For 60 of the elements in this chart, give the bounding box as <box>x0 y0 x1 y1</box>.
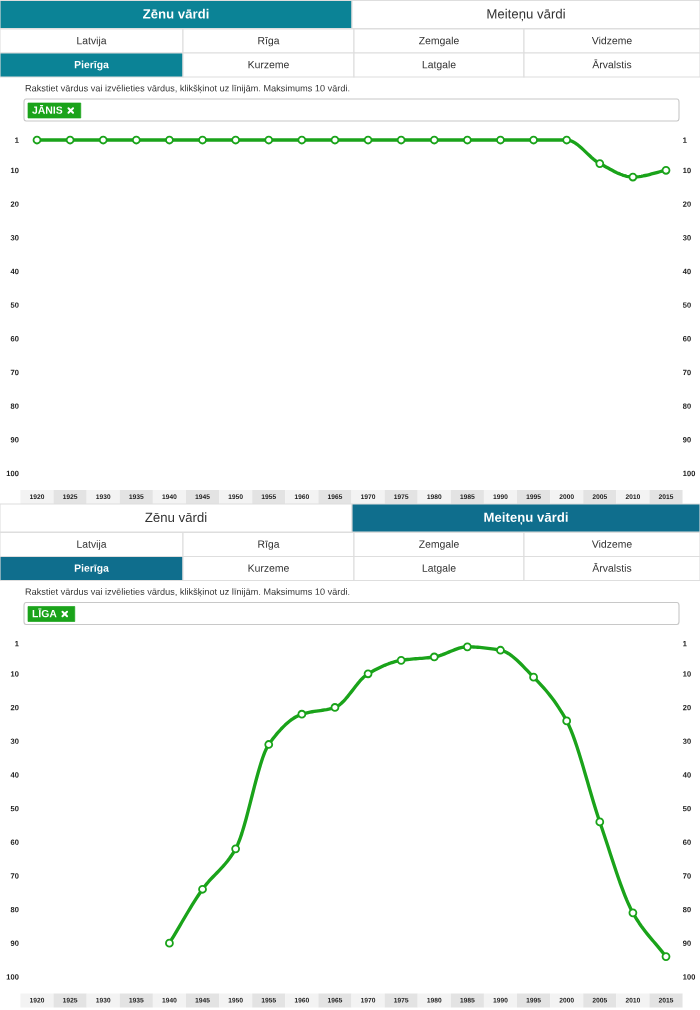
point <box>529 135 538 145</box>
point <box>231 135 241 145</box>
point <box>496 135 505 145</box>
point <box>65 135 75 145</box>
text: Latgale <box>422 564 456 574</box>
point <box>661 165 671 175</box>
text: Zēnu vārdi <box>143 8 209 19</box>
point <box>363 135 373 145</box>
point <box>595 817 605 827</box>
point <box>297 135 307 145</box>
chart-subtitle: Rakstiet vārdus vai izvēlieties vārdus, klikšķinot uz līnijām. Maksimums 10 vārdi. <box>25 588 350 597</box>
point <box>661 952 671 961</box>
text: Zēnu vārdi <box>145 512 207 523</box>
text: Kurzeme <box>248 61 289 69</box>
text: Ārvalstis <box>592 59 632 69</box>
text: Meiteņu vārdi <box>484 512 568 525</box>
chart-subtitle: Rakstiet vārdus vai izvēlieties vārdus, klikšķinot uz līnijām. Maksimums 10 vārdi. <box>25 84 350 94</box>
text: Latvija <box>77 36 107 47</box>
text: Pierīga <box>74 564 109 574</box>
text: Ārvalstis <box>592 563 632 572</box>
point <box>165 938 174 948</box>
point <box>363 669 373 679</box>
text: LĪGA <box>32 608 57 618</box>
point <box>264 740 274 749</box>
point <box>396 135 406 145</box>
point <box>165 135 174 145</box>
point <box>330 135 340 145</box>
point <box>562 716 572 726</box>
point <box>462 642 472 652</box>
point <box>396 655 406 665</box>
point <box>297 709 307 719</box>
point <box>496 645 505 655</box>
text: Latgale <box>422 60 456 71</box>
text: Zemgale <box>419 36 459 47</box>
point <box>529 672 538 682</box>
point <box>198 135 207 145</box>
text: Pierīga <box>74 60 109 71</box>
text: Vidzeme <box>591 36 632 45</box>
text: Meiteņu vārdi <box>487 8 565 22</box>
point <box>98 135 108 145</box>
text: Kurzeme <box>248 564 289 572</box>
point <box>429 135 439 145</box>
text: Rīga <box>258 37 280 47</box>
text: Vidzeme <box>591 540 632 548</box>
point <box>628 172 638 182</box>
text: Zemgale <box>419 540 459 550</box>
point <box>429 652 439 662</box>
point <box>562 135 572 145</box>
text: JĀNIS <box>32 105 63 114</box>
point <box>198 884 207 894</box>
point <box>595 159 605 168</box>
point <box>264 135 274 145</box>
point <box>131 135 141 145</box>
point <box>462 135 472 145</box>
text: Latvija <box>77 540 107 550</box>
text: Rīga <box>258 540 280 550</box>
point <box>32 135 42 145</box>
point <box>231 844 241 854</box>
point <box>330 703 340 712</box>
point <box>628 908 638 918</box>
